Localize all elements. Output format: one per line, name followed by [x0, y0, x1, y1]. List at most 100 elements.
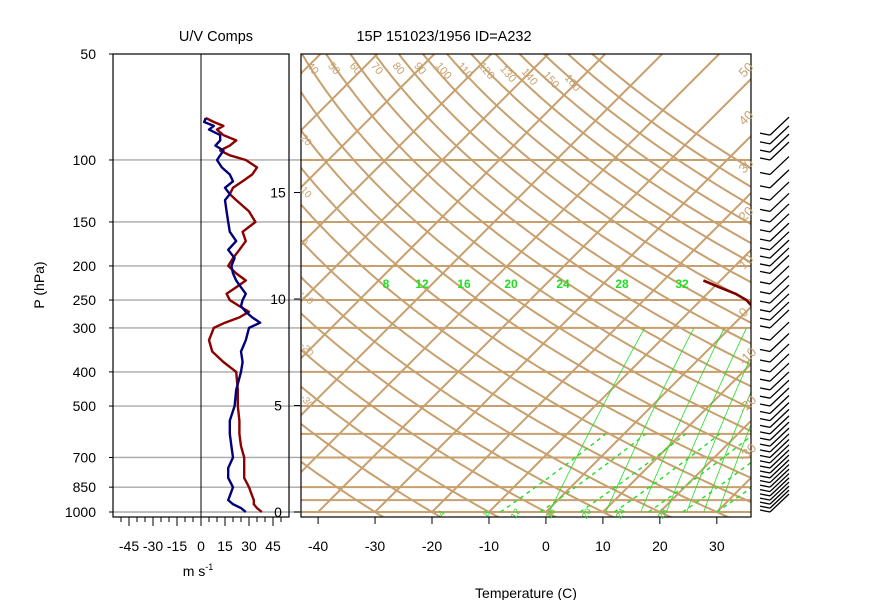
mixing-ratio-bottom-label: 4 — [436, 509, 447, 518]
dry-adiabat — [373, 54, 751, 345]
moist-adiabat-guide — [613, 433, 721, 513]
wind-barb-flag — [759, 437, 771, 441]
wind-barb — [759, 213, 790, 233]
wind-barb-shaft — [769, 265, 790, 285]
uv-x-axis-unit-exponent: -1 — [205, 562, 213, 572]
dry-adiabat — [301, 54, 751, 410]
wind-barb-shaft — [769, 284, 790, 304]
wind-barb — [759, 192, 790, 213]
potential-temperature-label: 130 — [497, 63, 518, 85]
wind-barb-flag — [759, 270, 771, 275]
wind-barb-shaft — [769, 454, 790, 474]
wind-barb-flag — [759, 348, 771, 353]
isotherm-edge-label: -30 — [736, 440, 760, 464]
uv-x-tick-label: 0 — [197, 538, 205, 554]
dry-adiabat — [301, 385, 501, 517]
isotherm-edge-label: -10 — [736, 344, 760, 368]
wind-barb-shaft — [769, 239, 790, 259]
wind-barb-flag — [759, 337, 771, 341]
wind-barb — [759, 402, 790, 422]
wind-barb-flag — [759, 470, 771, 474]
wind-barb — [759, 239, 790, 259]
dry-adiabat — [324, 54, 751, 388]
dry-adiabat — [421, 54, 751, 304]
wind-barb-shaft — [769, 438, 790, 458]
isotherm-edge-label: 30 — [736, 155, 757, 176]
wind-barb-shaft — [769, 181, 790, 201]
skewt-frame — [300, 53, 752, 518]
wind-barb — [759, 254, 790, 275]
potential-temperature-label: 60 — [347, 60, 364, 77]
pressure-tick-label: 250 — [73, 292, 97, 308]
uv-x-tick-label: 30 — [241, 538, 257, 554]
mixing-ratio-line — [640, 327, 725, 513]
wind-barb — [759, 427, 790, 447]
wind-barb — [759, 116, 790, 136]
uv-panel-title: U/V Comps — [179, 29, 253, 45]
wind-barb-flag — [759, 417, 771, 422]
wind-barb-flag — [759, 291, 771, 295]
dewpoint-profile — [783, 118, 887, 328]
dry-adiabat — [301, 275, 673, 517]
wind-barb — [759, 231, 790, 251]
height-axis: 0 5 10 15 — [270, 185, 300, 520]
pressure-tick-label: 850 — [73, 479, 97, 495]
mixing-ratio-label: 24 — [556, 277, 570, 291]
wind-barb — [759, 353, 790, 373]
dry-adiabat — [301, 90, 751, 433]
isotherm — [317, 77, 751, 513]
isotherm — [301, 54, 322, 75]
wind-barb-shaft — [769, 333, 790, 352]
pressure-tick-label: 1000 — [65, 504, 96, 520]
pressure-tick-label: 100 — [73, 152, 97, 168]
dry-adiabat — [445, 54, 751, 284]
wind-barb-flag — [759, 255, 771, 259]
wind-barb-flag — [759, 454, 771, 459]
dry-adiabat — [301, 202, 751, 504]
wind-barb — [759, 181, 790, 201]
wind-barb-flag — [759, 157, 771, 161]
wind-barb — [759, 125, 790, 145]
wind-barb — [759, 477, 790, 497]
mixing-ratio-bottom-label: 12 — [509, 507, 523, 521]
dry-adiabat — [301, 166, 751, 479]
isotherm-left-label: 0 — [298, 237, 310, 249]
wind-barb — [759, 421, 790, 441]
wind-barb-shaft — [769, 222, 790, 242]
isotherm-left-label: 10 — [298, 185, 314, 201]
temperature-axis-label: Temperature (C) — [475, 585, 577, 600]
mixing-ratio-label: 8 — [383, 277, 390, 291]
u-component-line — [205, 116, 263, 513]
wind-barb-flag — [759, 132, 771, 136]
wind-barb-flag — [759, 443, 771, 447]
wind-barb-flag — [759, 431, 771, 435]
wind-barb-flag — [759, 171, 771, 176]
wind-barb-flag — [759, 488, 771, 493]
mixing-ratio-bottom-label: 24 — [614, 507, 628, 521]
wind-barb-shaft — [769, 468, 790, 488]
dry-adiabat — [494, 54, 751, 245]
moist-adiabat-guide — [682, 461, 751, 513]
pressure-tick-label: 700 — [73, 449, 97, 465]
wind-barb-shaft — [769, 362, 790, 382]
pressure-tick-label: 300 — [73, 320, 97, 336]
wind-barb-shaft — [769, 433, 790, 453]
isotherm-edge-label: -20 — [736, 392, 760, 416]
pressure-tick-label: 200 — [73, 258, 97, 274]
moist-adiabat-guide — [716, 486, 751, 513]
wind-barb-shaft — [769, 421, 790, 441]
wind-barb — [759, 433, 790, 453]
wind-barb-flag — [759, 509, 771, 513]
wind-barb-flag — [759, 424, 771, 429]
skewt-panel: 15P 151023/1956 ID=A232 40 50 60 70 80 90 100 1… — [270, 29, 887, 600]
wind-barb-flag — [759, 410, 771, 415]
height-tick-label: 15 — [270, 185, 286, 201]
uv-x-tick-label: -45 — [119, 538, 139, 554]
uv-x-tick-label: -30 — [143, 538, 163, 554]
uv-y-axis-label: P (hPa) — [31, 261, 47, 308]
uv-x-axis-unit: m s — [183, 563, 206, 579]
wind-barb-shaft — [769, 493, 790, 513]
wind-barb-flag — [759, 475, 771, 479]
wind-barb-shaft — [769, 387, 790, 407]
wind-barb-flag — [759, 359, 771, 363]
